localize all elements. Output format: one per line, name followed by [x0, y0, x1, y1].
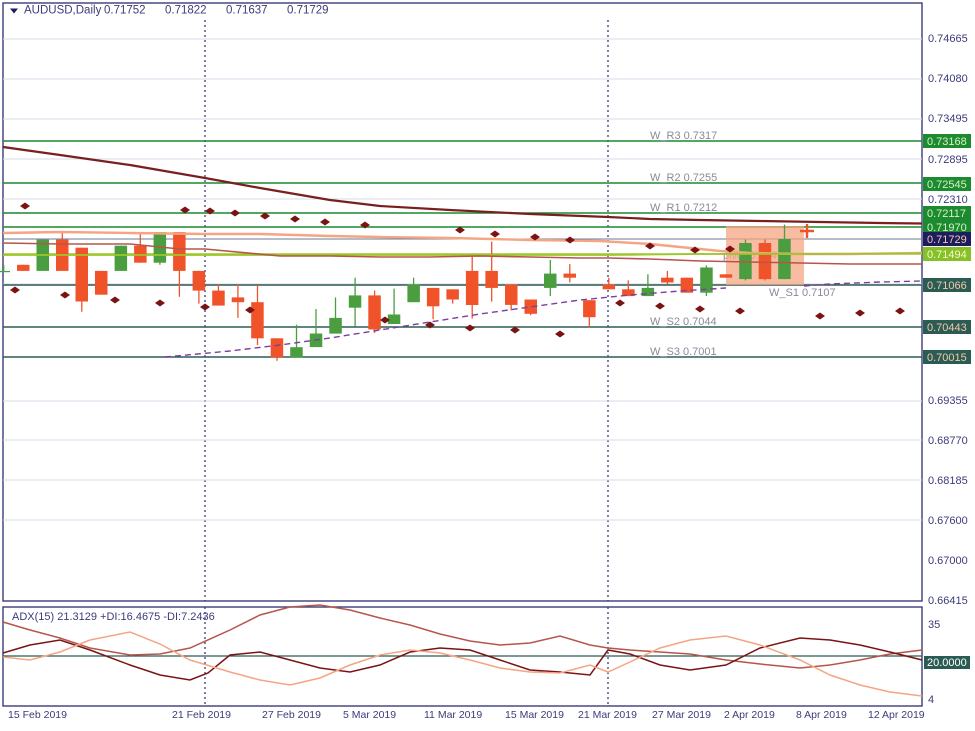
svg-text:0.71494: 0.71494: [927, 249, 967, 261]
svg-text:0.71729: 0.71729: [287, 5, 329, 17]
svg-text:15 Mar 2019: 15 Mar 2019: [505, 709, 564, 721]
svg-text:W_R2 0.7255: W_R2 0.7255: [650, 172, 717, 184]
svg-text:21 Mar 2019: 21 Mar 2019: [578, 709, 637, 721]
svg-text:12 Apr 2019: 12 Apr 2019: [868, 709, 925, 721]
svg-text:0.71637: 0.71637: [226, 5, 268, 17]
svg-text:0.72117: 0.72117: [927, 208, 966, 220]
svg-text:0.73495: 0.73495: [928, 113, 968, 125]
svg-text:0.72310: 0.72310: [928, 194, 968, 206]
svg-text:W_R1 0.7212: W_R1 0.7212: [650, 202, 717, 214]
svg-text:0.74665: 0.74665: [928, 33, 968, 45]
svg-text:27 Feb 2019: 27 Feb 2019: [262, 709, 321, 721]
svg-text:0.71752: 0.71752: [104, 5, 146, 17]
svg-text:2 Apr 2019: 2 Apr 2019: [724, 709, 775, 721]
svg-text:0.68770: 0.68770: [928, 435, 968, 447]
svg-text:0.67600: 0.67600: [928, 515, 968, 527]
svg-text:8 Apr 2019: 8 Apr 2019: [796, 709, 847, 721]
svg-text:20.0000: 20.0000: [927, 657, 967, 669]
svg-text:5 Mar 2019: 5 Mar 2019: [343, 709, 396, 721]
svg-text:21 Feb 2019: 21 Feb 2019: [172, 709, 231, 721]
svg-text:W_S1 0.7107: W_S1 0.7107: [769, 287, 836, 299]
svg-text:W_R3 0.7317: W_R3 0.7317: [650, 130, 717, 142]
svg-text:0.69355: 0.69355: [928, 395, 968, 407]
svg-text:AUDUSD,Daily: AUDUSD,Daily: [24, 5, 102, 17]
svg-text:0.70015: 0.70015: [927, 352, 967, 364]
svg-text:W_S2 0.7044: W_S2 0.7044: [650, 316, 717, 328]
svg-text:0.71729: 0.71729: [927, 234, 967, 246]
svg-text:0.73168: 0.73168: [927, 136, 967, 148]
svg-text:35: 35: [928, 619, 940, 631]
svg-text:4: 4: [928, 694, 934, 706]
svg-text:0.74080: 0.74080: [928, 73, 968, 85]
svg-text:15 Feb 2019: 15 Feb 2019: [8, 709, 67, 721]
svg-text:W_S3 0.7001: W_S3 0.7001: [650, 346, 717, 358]
svg-text:11 Mar 2019: 11 Mar 2019: [424, 709, 482, 721]
svg-text:ADX(15) 21.3129 +DI:16.4675: ADX(15) 21.3129 +DI:16.4675 -DI:7.2436: [12, 611, 215, 623]
svg-text:0.66415: 0.66415: [928, 595, 968, 607]
svg-text:0.72545: 0.72545: [927, 179, 967, 191]
svg-text:27 Mar 2019: 27 Mar 2019: [652, 709, 711, 721]
svg-text:0.72895: 0.72895: [928, 154, 968, 166]
svg-text:0.71822: 0.71822: [165, 5, 207, 17]
svg-text:0.70443: 0.70443: [927, 322, 967, 334]
svg-text:0.67000: 0.67000: [928, 555, 968, 567]
svg-text:0.68185: 0.68185: [928, 475, 968, 487]
svg-text:0.71066: 0.71066: [927, 280, 967, 292]
